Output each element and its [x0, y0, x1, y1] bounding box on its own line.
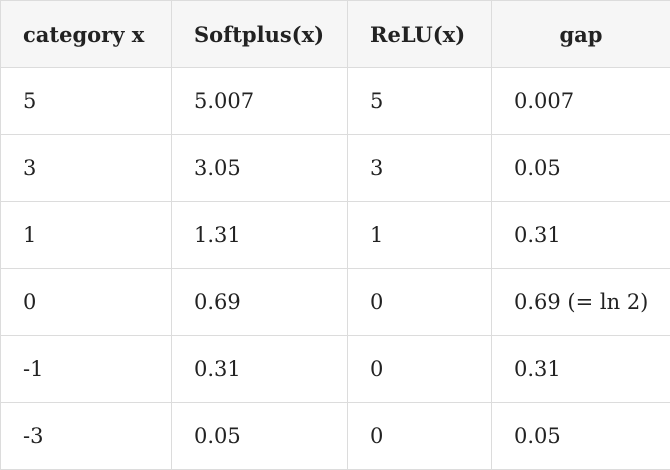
table-cell: 0.05	[491, 402, 670, 470]
table-cell: 0	[347, 268, 492, 336]
header-cell: ReLU(x)	[347, 0, 492, 68]
table-cell: 1	[0, 201, 172, 269]
table-cell: 0.05	[491, 134, 670, 202]
table-cell: 0.007	[491, 67, 670, 135]
table-cell: -3	[0, 402, 172, 470]
header-row: category x Softplus(x) ReLU(x) gap	[0, 0, 670, 68]
table-cell: -1	[0, 335, 172, 403]
table-cell: 0.05	[171, 402, 348, 470]
table-cell: 1	[347, 201, 492, 269]
header-cell: category x	[0, 0, 172, 68]
table-row: 0 0.69 0 0.69 (= ln 2)	[0, 268, 670, 336]
table-cell: 3.05	[171, 134, 348, 202]
table-cell: 0.31	[491, 335, 670, 403]
table-cell: 3	[0, 134, 172, 202]
header-cell: Softplus(x)	[171, 0, 348, 68]
table-row: 5 5.007 5 0.007	[0, 67, 670, 135]
table-cell: 1.31	[171, 201, 348, 269]
table-cell: 0	[347, 335, 492, 403]
table-cell: 0.31	[171, 335, 348, 403]
table-row: 1 1.31 1 0.31	[0, 201, 670, 269]
table-cell: 5	[0, 67, 172, 135]
table-row: -3 0.05 0 0.05	[0, 402, 670, 470]
table-row: 3 3.05 3 0.05	[0, 134, 670, 202]
table-cell: 5	[347, 67, 492, 135]
table-cell: 0	[0, 268, 172, 336]
table-cell: 0	[347, 402, 492, 470]
table-cell: 5.007	[171, 67, 348, 135]
table-cell: 0.31	[491, 201, 670, 269]
table-cell: 0.69 (= ln 2)	[491, 268, 670, 336]
table-row: -1 0.31 0 0.31	[0, 335, 670, 403]
table-cell: 3	[347, 134, 492, 202]
header-cell: gap	[491, 0, 670, 68]
table-cell: 0.69	[171, 268, 348, 336]
table-body: 5 5.007 5 0.007 3 3.05 3 0.05 1 1.31 1 0.31 0 0.69 0 0.…	[0, 67, 670, 470]
